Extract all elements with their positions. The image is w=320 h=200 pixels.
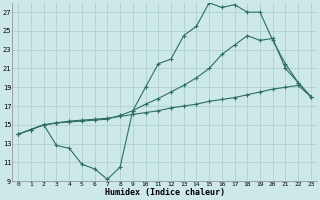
X-axis label: Humidex (Indice chaleur): Humidex (Indice chaleur) — [105, 188, 225, 197]
